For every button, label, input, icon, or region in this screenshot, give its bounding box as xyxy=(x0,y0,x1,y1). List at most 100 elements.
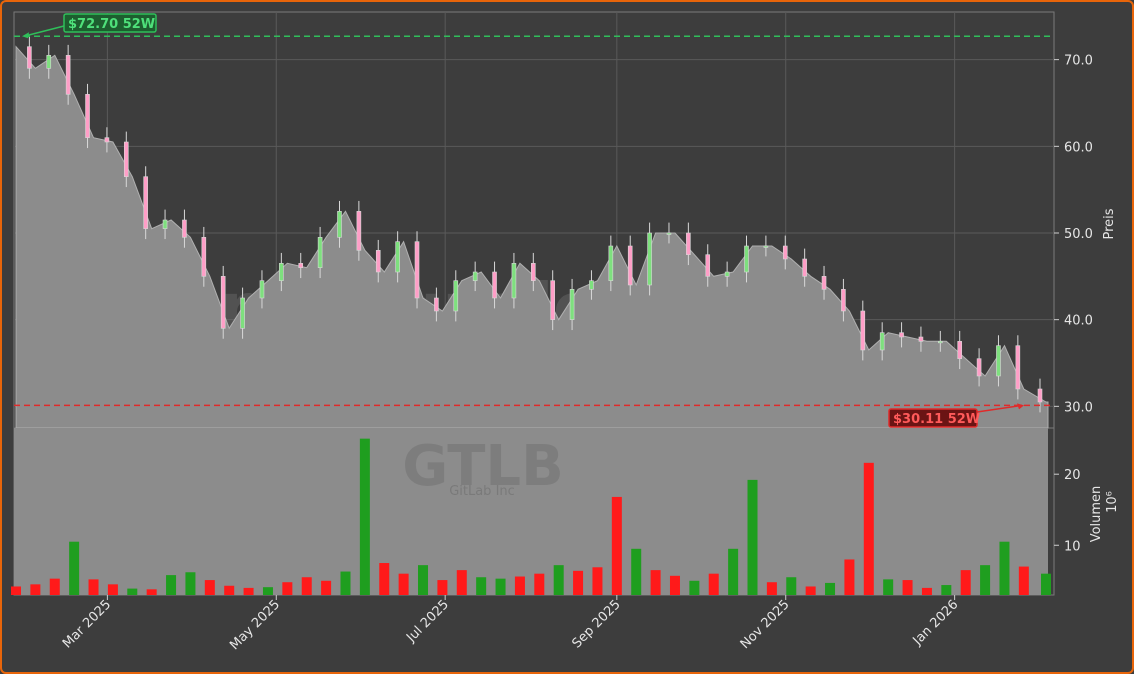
candle-down xyxy=(531,263,536,281)
candle-down xyxy=(705,254,711,277)
volume-bar xyxy=(708,573,719,595)
volume-bar xyxy=(321,580,332,595)
candle-up xyxy=(317,237,323,268)
candle-up xyxy=(453,280,459,312)
volume-bar xyxy=(650,570,661,595)
candle-down xyxy=(27,46,32,69)
volume-bar xyxy=(88,579,99,595)
volume-bar xyxy=(863,462,874,595)
volume-bar xyxy=(224,585,235,595)
candle-down xyxy=(550,280,555,320)
candle-up xyxy=(279,263,284,281)
candle-up xyxy=(511,263,517,299)
price-tick-label: 70.0 xyxy=(1064,54,1093,69)
candle-up xyxy=(395,241,400,273)
high-52w-label: $72.70 52W xyxy=(68,17,155,32)
candle-up xyxy=(472,271,478,281)
candle-up xyxy=(666,232,672,235)
volume-scale-label: 10⁶ xyxy=(1105,491,1120,513)
candle-down xyxy=(627,245,633,286)
low-52w-arrowhead xyxy=(1017,403,1024,410)
volume-bar xyxy=(127,588,138,595)
volume-bar xyxy=(534,573,545,595)
candle-down xyxy=(143,176,148,229)
candle-down xyxy=(802,258,807,277)
volume-bar xyxy=(146,589,157,595)
volume-bar xyxy=(573,570,584,595)
candle-up xyxy=(724,271,730,277)
volume-bar xyxy=(747,479,758,595)
volume-bar xyxy=(1018,566,1029,595)
candle-up xyxy=(996,345,1001,377)
candle-down xyxy=(220,276,226,329)
candle-down xyxy=(375,250,381,273)
x-tick-label: Jul 2025 xyxy=(403,597,452,646)
volume-bar xyxy=(30,584,41,595)
candle-down xyxy=(957,341,963,359)
volume-bar xyxy=(980,565,991,595)
low-52w-arrow xyxy=(976,404,1023,413)
volume-bar xyxy=(592,567,603,595)
candle-down xyxy=(860,310,866,351)
volume-bar xyxy=(69,541,80,595)
volume-bars xyxy=(11,438,1051,595)
volume-bar xyxy=(669,575,680,595)
volume-bar xyxy=(689,580,700,595)
volume-bar xyxy=(398,573,409,595)
candle-up xyxy=(589,280,594,290)
candle-down xyxy=(1037,388,1043,403)
volume-bar xyxy=(999,541,1010,595)
volume-bar xyxy=(728,548,739,595)
high-52w-arrow xyxy=(23,25,65,37)
x-tick-label: Nov 2025 xyxy=(738,597,793,652)
candle-up xyxy=(647,232,652,286)
high-52w-arrowhead xyxy=(22,32,29,39)
low-52w-label-box xyxy=(888,408,978,428)
candle-down xyxy=(899,332,904,338)
volume-bar xyxy=(437,580,448,595)
candle-down xyxy=(782,245,788,260)
volume-tick-label: 20 xyxy=(1064,468,1081,483)
low-52w-label: $30.11 52W xyxy=(893,412,980,427)
volume-bar xyxy=(359,438,370,595)
candle-down xyxy=(918,336,924,342)
candle-down xyxy=(1015,345,1021,390)
volume-bar xyxy=(1041,573,1051,595)
candle-up xyxy=(240,297,245,329)
volume-axis-label: Volumen xyxy=(1089,486,1104,543)
volume-bar xyxy=(456,570,467,595)
volume-bar xyxy=(921,587,932,595)
volume-bar xyxy=(825,582,836,595)
candle-up xyxy=(569,289,575,320)
candle-down xyxy=(65,55,71,95)
candle-down xyxy=(821,276,827,290)
price-tick-label: 60.0 xyxy=(1064,140,1093,155)
watermark-ticker: GTLB xyxy=(402,434,564,499)
candle-down xyxy=(182,219,187,238)
high-52w-label-box xyxy=(63,13,157,33)
volume-bar xyxy=(805,586,816,595)
volume-bar xyxy=(495,578,506,595)
volume-bar xyxy=(941,585,952,595)
volume-bar xyxy=(49,578,60,595)
volume-bar xyxy=(844,559,855,595)
candle-down xyxy=(434,297,439,312)
candle-down xyxy=(85,94,90,138)
volume-bar xyxy=(11,586,21,595)
x-tick-label: Sep 2025 xyxy=(569,597,623,651)
candle-down xyxy=(123,141,129,177)
x-tick-label: Mar 2025 xyxy=(60,597,114,651)
candle-up xyxy=(744,245,749,273)
price-tick-label: 50.0 xyxy=(1064,227,1093,242)
volume-bar xyxy=(786,577,797,595)
volume-tick-label: 10 xyxy=(1064,539,1081,554)
price-axis-label: Preis xyxy=(1102,208,1117,239)
volume-bar xyxy=(631,548,642,595)
candle-down xyxy=(414,241,420,299)
volume-bar xyxy=(553,565,564,595)
candle-down xyxy=(686,232,691,255)
volume-bar xyxy=(185,572,196,595)
candle-up xyxy=(162,219,168,229)
